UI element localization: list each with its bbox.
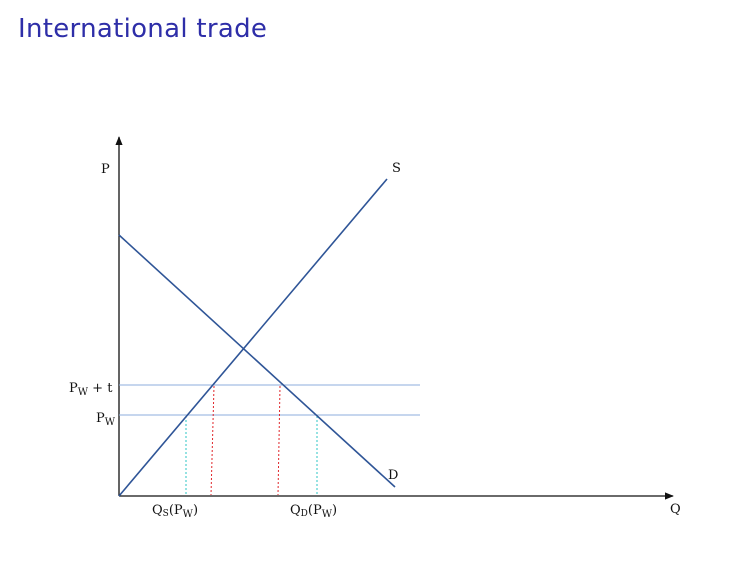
quantity-supplied-label: QS(PW) bbox=[152, 503, 198, 520]
world-price-label: PW bbox=[96, 411, 116, 428]
quantity-demanded-label: QD(PW) bbox=[290, 503, 337, 520]
tariff-demand-drop-line bbox=[277, 385, 281, 496]
price-axis-label: P bbox=[101, 162, 110, 177]
quantity-axis-label: Q bbox=[670, 502, 681, 517]
demand-curve bbox=[118, 234, 396, 488]
tariff-supply-drop-line bbox=[210, 385, 215, 496]
demand-curve-label: D bbox=[388, 468, 398, 483]
supply-curve-label: S bbox=[392, 161, 401, 176]
slide-title: International trade bbox=[18, 14, 268, 44]
tariff-price-label: PW + t bbox=[69, 381, 113, 398]
supply-curve bbox=[118, 178, 388, 497]
